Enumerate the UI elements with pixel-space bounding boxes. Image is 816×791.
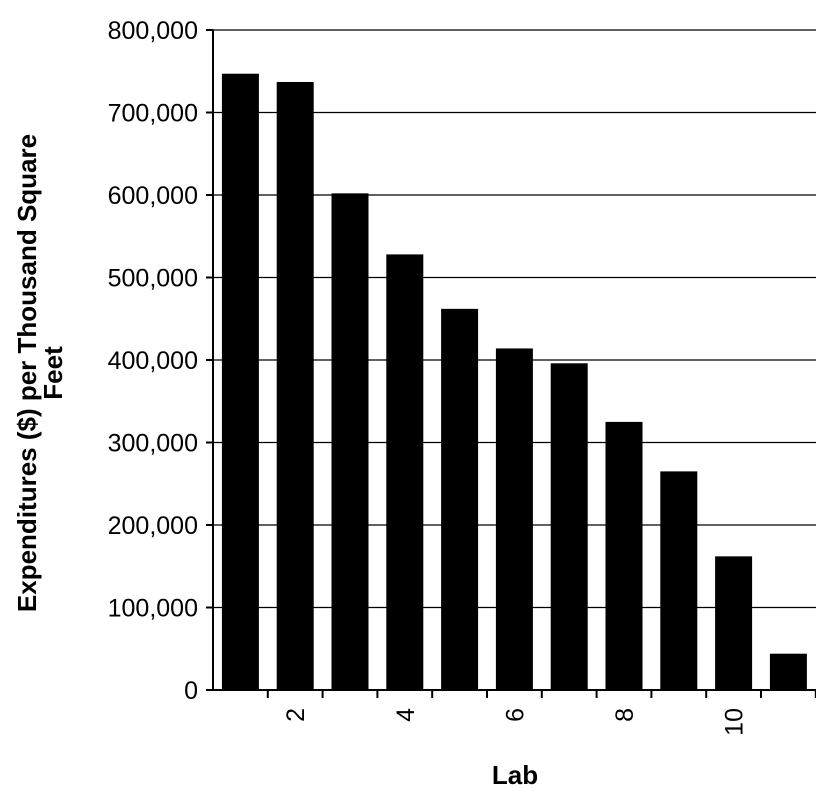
x-axis-title: Lab [492, 760, 538, 790]
y-tick-label: 200,000 [108, 512, 198, 540]
x-tick-label: 4 [392, 708, 420, 722]
bar [660, 471, 698, 690]
x-tick-label: 2 [282, 708, 310, 722]
bar [495, 348, 533, 690]
x-tick-label: 6 [501, 708, 529, 722]
bar [715, 556, 753, 690]
x-axis-ticks: 2 4 6 8 10 [266, 690, 816, 736]
bar [221, 73, 259, 691]
bar [550, 363, 588, 690]
y-tick-label: 0 [184, 677, 198, 705]
bar [276, 81, 314, 691]
y-axis-title-line-1: Expenditures ($) per Thousand Square [12, 134, 42, 612]
y-axis-ticks: 0 100,000 200,000 300,000 400,000 500,000 600,… [108, 17, 213, 705]
bar [441, 308, 479, 690]
bar [605, 421, 643, 690]
x-tick-label: 8 [611, 708, 639, 722]
y-tick-label: 600,000 [108, 182, 198, 210]
bar [386, 254, 424, 690]
bars [221, 73, 807, 691]
y-tick-label: 800,000 [108, 17, 198, 45]
bar [769, 653, 807, 690]
x-tick-label: 10 [721, 708, 749, 736]
y-tick-label: 500,000 [108, 265, 198, 293]
bar [331, 193, 369, 690]
y-tick-label: 400,000 [108, 347, 198, 375]
y-axis-title-line-2: Feet [38, 346, 68, 400]
y-tick-label: 100,000 [108, 595, 198, 623]
y-tick-label: 300,000 [108, 430, 198, 458]
y-tick-label: 700,000 [108, 100, 198, 128]
